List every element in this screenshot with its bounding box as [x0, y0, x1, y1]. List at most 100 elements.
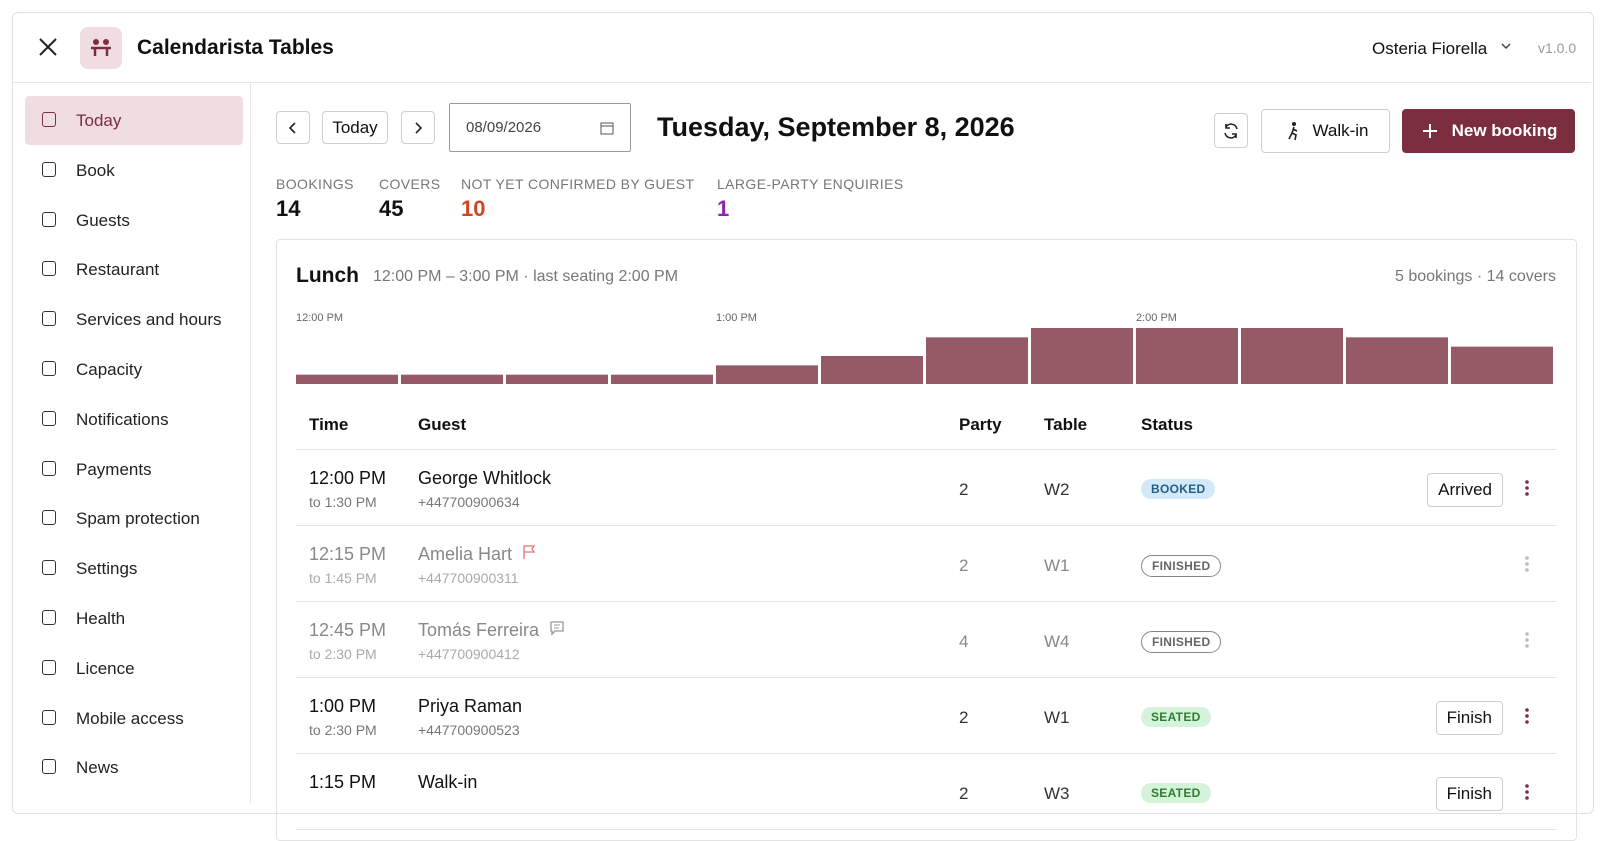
booking-time: 12:15 PM: [309, 544, 387, 564]
table-name: W1: [1044, 556, 1070, 575]
row-divider: [296, 677, 1556, 678]
date-value: 08/09/2026: [466, 119, 542, 136]
walk-in-button[interactable]: Walk-in: [1261, 109, 1390, 153]
active-highlight: [25, 96, 243, 145]
new-booking-label: New booking: [1451, 121, 1558, 140]
stat-label: BOOKINGS: [276, 176, 354, 192]
app-title: Calendarista Tables: [137, 36, 334, 59]
nav-icon: [42, 510, 56, 526]
stat-value: 45: [379, 196, 404, 221]
status-badge: SEATED: [1141, 707, 1211, 727]
date-heading: Tuesday, September 8, 2026: [657, 112, 1015, 142]
row-action[interactable]: Arrived: [1427, 473, 1503, 507]
page: Calendarista Tables Osteria Fiorella v1.…: [12, 12, 1594, 841]
row-menu[interactable]: [1524, 707, 1530, 730]
bar: [611, 374, 713, 384]
next-day[interactable]: [401, 111, 435, 144]
stat-label: LARGE-PARTY ENQUIRIES: [717, 176, 904, 192]
nav-item[interactable]: Licence: [76, 658, 135, 678]
row-menu[interactable]: [1524, 783, 1530, 806]
booking-time: 12:45 PM: [309, 620, 387, 640]
nav-item[interactable]: Notifications: [76, 409, 169, 429]
table-name: W1: [1044, 708, 1070, 727]
x-tick-label: 1:00 PM: [716, 312, 757, 324]
nav-icon: [42, 659, 56, 675]
new-booking-button[interactable]: New booking: [1402, 109, 1575, 153]
booking-time: 12:00 PM: [309, 468, 387, 488]
bar: [296, 374, 398, 384]
nav-item[interactable]: Payments: [76, 459, 152, 479]
service-summary: 5 bookings · 14 covers: [1395, 268, 1556, 285]
nav-item[interactable]: Capacity: [76, 360, 143, 379]
column-header: Party: [959, 415, 1002, 434]
guest-phone: +447700900311: [418, 570, 519, 586]
nav-item[interactable]: Spam protection: [76, 509, 200, 529]
guest-name: Amelia Hart: [418, 544, 513, 564]
nav-item[interactable]: Today: [76, 111, 122, 130]
note-icon: [549, 620, 565, 641]
row-action[interactable]: Finish: [1435, 777, 1503, 811]
stat-label: NOT YET CONFIRMED BY GUEST: [461, 176, 695, 192]
nav-icon: [42, 161, 56, 177]
header-divider: [296, 449, 1556, 450]
column-header: Guest: [418, 415, 467, 434]
venue-select[interactable]: Osteria Fiorella: [1372, 39, 1488, 58]
today-button[interactable]: Today: [322, 111, 388, 144]
nav-item[interactable]: Guests: [76, 210, 130, 230]
booking-time: 1:00 PM: [309, 696, 377, 716]
nav-icon: [42, 759, 56, 775]
booking-end: to 2:30 PM: [309, 646, 377, 662]
bar: [1241, 328, 1343, 384]
party-size: 2: [959, 784, 969, 803]
prev-day[interactable]: [276, 111, 310, 144]
status-badge: SEATED: [1141, 783, 1211, 803]
date-input[interactable]: 08/09/2026: [449, 103, 631, 152]
flag-icon: [522, 544, 536, 565]
booking-end: to 2:30 PM: [309, 722, 377, 738]
chevron: [1501, 43, 1511, 50]
refresh[interactable]: [1214, 113, 1248, 148]
bar: [1451, 346, 1553, 384]
row-divider: [296, 753, 1556, 754]
nav-item[interactable]: Services and hours: [76, 310, 222, 330]
table-name: W3: [1044, 784, 1070, 803]
nav-icon: [42, 112, 56, 127]
row-action[interactable]: Finish: [1435, 701, 1503, 735]
nav-icon: [42, 410, 56, 426]
version: v1.0.0: [1538, 40, 1577, 56]
nav-item[interactable]: News: [76, 758, 119, 778]
status-badge: FINISHED: [1141, 631, 1222, 653]
nav-icon: [42, 709, 56, 725]
nav-icon: [42, 560, 56, 576]
nav-icon: [42, 361, 56, 376]
service-name: Lunch: [296, 264, 359, 287]
bar: [716, 365, 818, 384]
service-hours: 12:00 PM – 3:00 PM · last seating 2:00 P…: [373, 268, 679, 285]
column-header: Status: [1141, 415, 1193, 434]
nav-item[interactable]: Mobile access: [76, 708, 184, 728]
close-icon[interactable]: [38, 37, 58, 57]
nav-item[interactable]: Health: [76, 609, 126, 628]
x-tick-label: 12:00 PM: [296, 312, 343, 324]
row-menu[interactable]: [1524, 555, 1530, 578]
nav-icon: [42, 261, 56, 277]
nav-icon: [42, 211, 56, 227]
guest-phone: +447700900523: [418, 722, 520, 738]
stat-value: 14: [276, 196, 301, 221]
nav-item[interactable]: Settings: [76, 559, 138, 579]
stat-value: 10: [461, 196, 486, 221]
bar: [821, 356, 923, 384]
booking-time: 1:15 PM: [309, 772, 377, 792]
nav-icon: [42, 311, 56, 327]
row-divider: [296, 829, 1556, 830]
party-size: 4: [959, 632, 969, 651]
booking-end: to 1:45 PM: [309, 570, 377, 586]
bar: [506, 374, 608, 384]
x-tick-label: 2:00 PM: [1136, 312, 1177, 324]
nav-item[interactable]: Restaurant: [76, 260, 160, 280]
nav-item[interactable]: Book: [76, 160, 115, 180]
party-size: 2: [959, 708, 969, 727]
party-size: 2: [959, 556, 969, 575]
row-menu[interactable]: [1524, 631, 1530, 654]
row-menu[interactable]: [1524, 479, 1530, 502]
